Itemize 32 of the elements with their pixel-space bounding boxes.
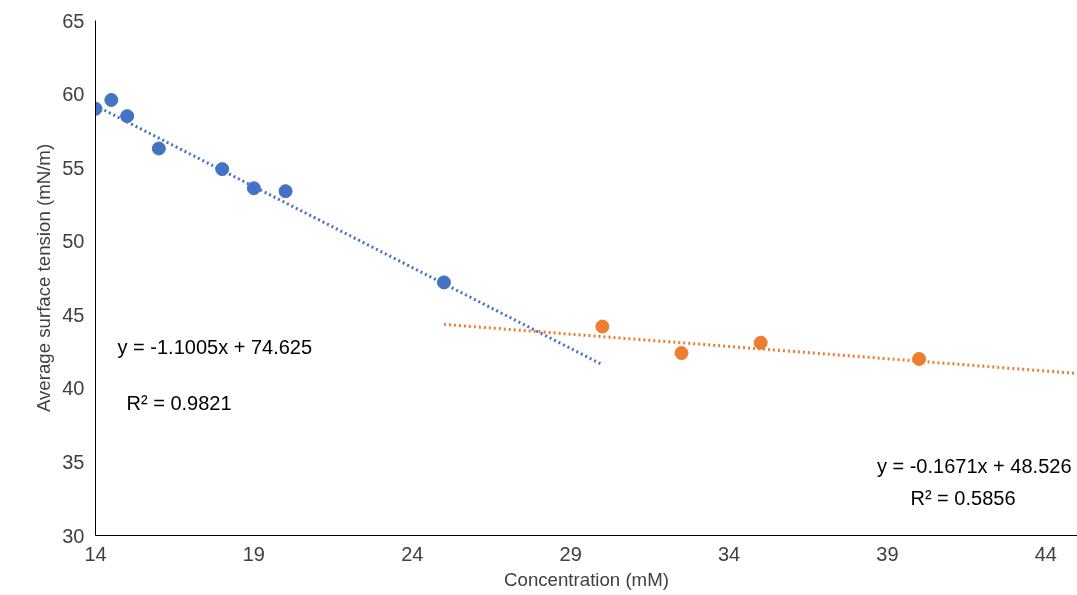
y-tick-label: 45 [62, 303, 85, 326]
x-tick-label: 19 [242, 542, 266, 565]
point [104, 92, 119, 107]
y-tick-label: 35 [62, 450, 85, 473]
point [278, 184, 293, 199]
point [246, 181, 261, 196]
y-tick-label: 65 [62, 9, 85, 32]
annotation: y = -0.1671x + 48.526 [876, 454, 1072, 477]
point [151, 141, 166, 156]
point [215, 162, 230, 177]
x-tick-label: 34 [717, 542, 741, 565]
x-tick-label: 24 [401, 542, 424, 565]
point [595, 319, 610, 334]
y-tick-label: 60 [62, 83, 85, 106]
annotation: y = -1.1005x + 74.625 [117, 335, 313, 358]
y-tick-label: 55 [62, 156, 85, 179]
point [674, 346, 689, 361]
x-tick-label: 44 [1034, 542, 1057, 565]
x-axis-title: Concentration (mM) [504, 568, 669, 590]
x-tick-label: 29 [559, 542, 582, 565]
annotation: R² = 0.5856 [910, 486, 1016, 509]
annotation: R² = 0.9821 [126, 391, 232, 414]
y-tick-label: 30 [62, 524, 85, 547]
y-tick-label: 40 [62, 377, 85, 400]
x-tick-label: 39 [876, 542, 899, 565]
point [120, 109, 135, 124]
y-axis-title: Average surface tension (mN/m) [33, 143, 55, 413]
x-tick-label: 14 [84, 542, 107, 565]
point [753, 335, 768, 350]
point [912, 351, 927, 366]
point [436, 275, 451, 290]
y-tick-label: 50 [62, 230, 85, 253]
